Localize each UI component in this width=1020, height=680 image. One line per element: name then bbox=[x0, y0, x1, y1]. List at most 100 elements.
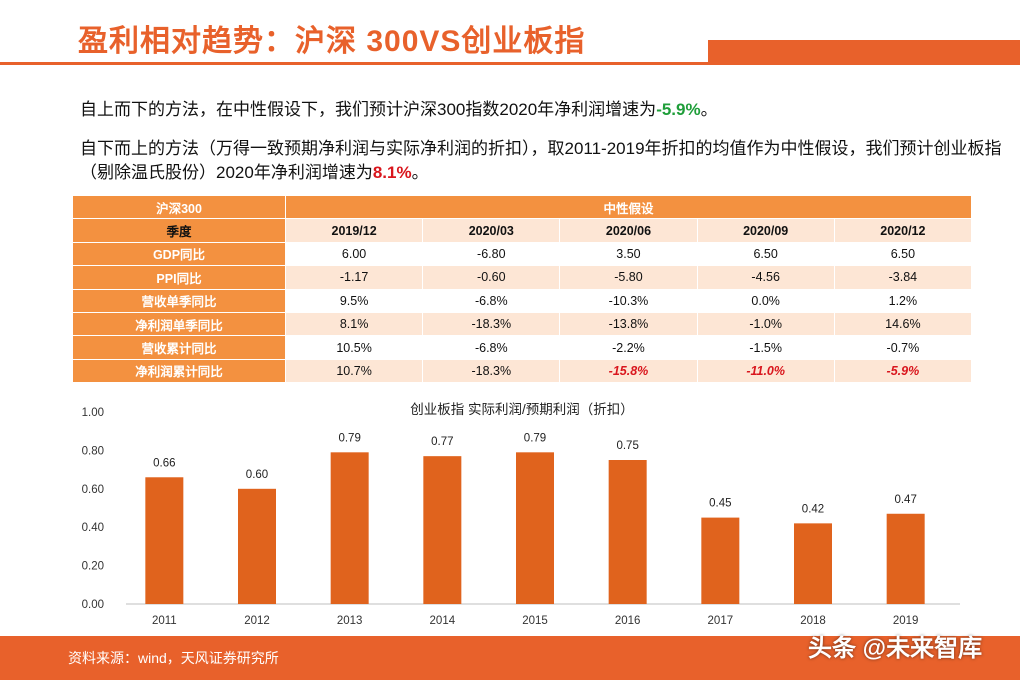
table-row: 净利润累计同比 10.7% -18.3% -15.8% -11.0% -5.9% bbox=[73, 359, 972, 384]
x-tick-label: 2015 bbox=[522, 615, 548, 627]
data-label: 0.60 bbox=[246, 469, 268, 481]
paragraph-top-down: 自上而下的方法，在中性假设下，我们预计沪深300指数2020年净利润增速为-5.… bbox=[80, 98, 1015, 122]
table-cell: 10.5% bbox=[286, 336, 424, 360]
table-period-row: 季度 2019/12 2020/03 2020/06 2020/09 2020/… bbox=[73, 219, 972, 243]
discount-bar-chart: 创业板指 实际利润/预期利润（折扣） 0.00 0.20 0.40 0.60 0.80 1… bbox=[82, 402, 960, 627]
row-label: 净利润单季同比 bbox=[73, 312, 286, 337]
table-cell: -0.7% bbox=[834, 336, 972, 360]
table-row: 营收单季同比 9.5% -6.8% -10.3% 0.0% 1.2% bbox=[73, 289, 972, 313]
bar-2017 bbox=[701, 517, 740, 604]
table-cell: -18.3% bbox=[423, 359, 561, 384]
table-cell: -6.8% bbox=[423, 336, 561, 360]
table-cell: 6.50 bbox=[697, 242, 835, 267]
table-header-row: 沪深300 中性假设 bbox=[73, 196, 972, 220]
chinext-growth-value: 8.1% bbox=[372, 163, 412, 182]
data-label: 0.66 bbox=[153, 457, 175, 469]
paragraph-text: 自下而上的方法（万得一致预期净利润与实际净利润的折扣），取2011-2019年折… bbox=[80, 139, 1002, 182]
bar-2014 bbox=[423, 456, 462, 604]
data-label: 0.45 bbox=[709, 498, 731, 510]
y-tick-label: 0.60 bbox=[82, 484, 104, 496]
title-rule bbox=[0, 62, 1020, 65]
bar-2015 bbox=[516, 452, 554, 604]
data-label: 0.79 bbox=[338, 432, 360, 444]
paragraph-end: 。 bbox=[411, 163, 429, 182]
table-row: GDP同比 6.00 -6.80 3.50 6.50 6.50 bbox=[73, 242, 972, 267]
period-header: 2019/12 bbox=[286, 219, 424, 243]
table-row: 营收累计同比 10.5% -6.8% -2.2% -1.5% -0.7% bbox=[73, 336, 972, 360]
table-cell-highlight: -5.9% bbox=[834, 359, 972, 384]
y-tick-label: 0.00 bbox=[82, 599, 104, 611]
row-label: 营收累计同比 bbox=[73, 336, 286, 360]
x-tick-label: 2016 bbox=[615, 615, 641, 627]
forecast-table: 沪深300 中性假设 季度 2019/12 2020/03 2020/06 20… bbox=[73, 196, 972, 384]
period-header: 2020/06 bbox=[560, 219, 698, 243]
table-cell: -4.56 bbox=[697, 266, 835, 290]
data-label: 0.42 bbox=[802, 503, 824, 515]
row-label: 营收单季同比 bbox=[73, 289, 286, 313]
period-header: 2020/12 bbox=[834, 219, 972, 243]
hs300-growth-value: -5.9% bbox=[656, 100, 701, 119]
paragraph-text: 自上而下的方法，在中性假设下，我们预计沪深300指数2020年净利润增速为 bbox=[80, 100, 657, 119]
table-cell: 3.50 bbox=[560, 242, 698, 267]
table-cell: 1.2% bbox=[834, 289, 972, 313]
page-title: 盈利相对趋势：沪深 300VS创业板指 bbox=[78, 25, 586, 58]
data-label: 0.79 bbox=[524, 432, 546, 444]
table-cell: 6.50 bbox=[834, 242, 972, 267]
table-cell: -1.0% bbox=[697, 312, 835, 337]
table-corner-cell: 沪深300 bbox=[73, 196, 286, 220]
period-header: 2020/03 bbox=[423, 219, 561, 243]
table-cell: -6.80 bbox=[423, 242, 561, 267]
source-note: 资料来源：wind，天风证券研究所 bbox=[68, 650, 279, 666]
table-cell: -5.80 bbox=[560, 266, 698, 290]
x-tick-label: 2011 bbox=[152, 615, 177, 627]
y-tick-label: 1.00 bbox=[82, 407, 104, 419]
table-row: 净利润单季同比 8.1% -18.3% -13.8% -1.0% 14.6% bbox=[73, 312, 972, 337]
table-cell: -10.3% bbox=[560, 289, 698, 313]
table-cell: -0.60 bbox=[423, 266, 561, 290]
table-cell: 6.00 bbox=[286, 242, 424, 267]
table-cell: -18.3% bbox=[423, 312, 561, 337]
x-tick-label: 2013 bbox=[337, 615, 363, 627]
bar-2013 bbox=[330, 452, 369, 604]
table-row: PPI同比 -1.17 -0.60 -5.80 -4.56 -3.84 bbox=[73, 266, 972, 290]
table-cell: -1.17 bbox=[286, 266, 424, 290]
table-cell: -2.2% bbox=[560, 336, 698, 360]
paragraph-bottom-up: 自下而上的方法（万得一致预期净利润与实际净利润的折扣），取2011-2019年折… bbox=[80, 137, 1015, 185]
data-label: 0.77 bbox=[431, 436, 453, 448]
bar-2019 bbox=[886, 513, 925, 604]
chart-title: 创业板指 实际利润/预期利润（折扣） bbox=[410, 402, 634, 417]
x-tick-label: 2017 bbox=[708, 615, 734, 627]
table-cell: 8.1% bbox=[286, 312, 424, 337]
x-tick-label: 2012 bbox=[244, 615, 270, 627]
x-tick-label: 2018 bbox=[800, 615, 826, 627]
bar-2011 bbox=[145, 477, 184, 604]
table-cell: -1.5% bbox=[697, 336, 835, 360]
bar-2018 bbox=[794, 523, 832, 604]
bar-2016 bbox=[608, 460, 647, 604]
table-cell: 9.5% bbox=[286, 289, 424, 313]
bar-2012 bbox=[238, 488, 276, 604]
watermark: 头条 @未来智库 bbox=[808, 635, 983, 662]
table-group-header: 中性假设 bbox=[286, 196, 972, 220]
y-tick-label: 0.20 bbox=[82, 561, 104, 573]
row-label: 净利润累计同比 bbox=[73, 359, 286, 384]
table-cell: 14.6% bbox=[834, 312, 972, 337]
x-tick-label: 2019 bbox=[893, 615, 919, 627]
footer-bar bbox=[0, 636, 1020, 680]
table-cell: -3.84 bbox=[834, 266, 972, 290]
season-label: 季度 bbox=[73, 219, 286, 243]
x-tick-label: 2014 bbox=[430, 615, 456, 627]
period-header: 2020/09 bbox=[697, 219, 835, 243]
title-accent-bar bbox=[708, 40, 1020, 64]
y-tick-label: 0.40 bbox=[82, 522, 104, 534]
table-cell: -6.8% bbox=[423, 289, 561, 313]
table-cell-highlight: -15.8% bbox=[560, 359, 698, 384]
paragraph-end: 。 bbox=[700, 100, 718, 119]
row-label: GDP同比 bbox=[73, 242, 286, 267]
row-label: PPI同比 bbox=[73, 266, 286, 290]
table-cell: -13.8% bbox=[560, 312, 698, 337]
table-cell: 10.7% bbox=[286, 359, 424, 384]
data-label: 0.47 bbox=[894, 494, 916, 506]
data-label: 0.75 bbox=[616, 440, 638, 452]
table-cell: 0.0% bbox=[697, 289, 835, 313]
